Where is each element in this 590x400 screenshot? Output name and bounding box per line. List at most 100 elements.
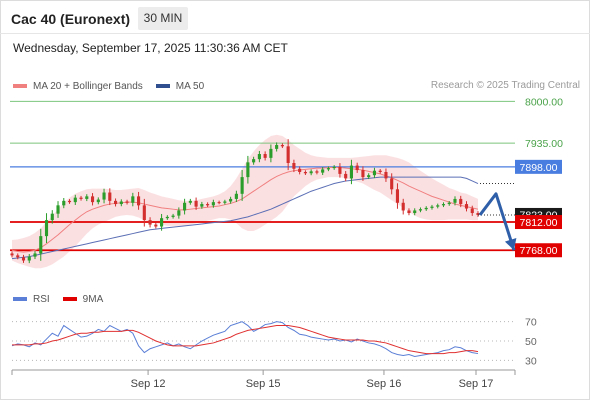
candle-body xyxy=(338,166,342,174)
x-tick-label: Sep 16 xyxy=(367,378,402,390)
candle-body xyxy=(246,162,250,178)
candle-body xyxy=(79,197,83,199)
candle-body xyxy=(355,165,359,171)
candle-body xyxy=(430,206,434,208)
candle-body xyxy=(413,210,417,214)
candle-body xyxy=(424,207,428,210)
candle-body xyxy=(165,216,169,219)
candle-body xyxy=(476,213,480,215)
candle-body xyxy=(315,171,319,173)
datetime-label: Wednesday, September 17, 2025 11:30:36 A… xyxy=(13,41,288,55)
candle-body xyxy=(27,256,31,261)
candle-body xyxy=(183,202,187,211)
candle-body xyxy=(395,189,400,203)
forecast-arrow-path xyxy=(478,192,516,251)
candle-body xyxy=(447,202,451,205)
rsi-tick-label: 50 xyxy=(525,336,537,348)
candle-body xyxy=(44,220,49,237)
candle-body xyxy=(361,170,365,178)
research-credit: Research © 2025 Trading Central xyxy=(430,80,580,91)
x-tick-label: Sep 12 xyxy=(131,378,166,390)
candle-body xyxy=(177,210,181,216)
x-tick-label: Sep 15 xyxy=(246,378,281,390)
level-label: 7812.00 xyxy=(520,217,558,229)
candle-body xyxy=(303,171,307,174)
rsi-tick-label: 30 xyxy=(525,355,537,367)
candle-body xyxy=(119,201,123,205)
candle-body xyxy=(142,205,146,221)
ma50-line xyxy=(11,176,479,260)
price-legend: MA 20 + Bollinger Bands MA 50 xyxy=(13,80,204,92)
bollinger-band xyxy=(12,134,478,269)
candle-body xyxy=(223,201,227,203)
candle-body xyxy=(286,146,290,163)
ma20-swatch xyxy=(13,84,27,88)
level-label: 7768.00 xyxy=(520,245,558,257)
candle-body xyxy=(240,177,244,194)
candle-body xyxy=(188,200,192,203)
candle-body xyxy=(321,169,325,173)
candle-body xyxy=(349,165,353,179)
candle-body xyxy=(200,204,204,207)
rsi-tick-label: 70 xyxy=(525,317,537,329)
header-divider xyxy=(0,33,590,34)
candle-body xyxy=(10,253,14,256)
level-label: 8000.00 xyxy=(525,96,563,108)
candle-body xyxy=(263,154,267,158)
candle-body xyxy=(50,213,54,221)
candle-body xyxy=(217,202,221,204)
level-tag xyxy=(515,159,562,174)
candle-body xyxy=(441,204,446,206)
x-tick-label: Sep 17 xyxy=(459,378,494,390)
candle-body xyxy=(160,218,164,227)
candle-body xyxy=(148,220,152,225)
candle-body xyxy=(292,163,296,169)
candle-body xyxy=(39,236,43,254)
instrument-title: Cac 40 (Euronext) xyxy=(11,11,131,27)
candle-body xyxy=(280,145,284,147)
level-label: 7898.00 xyxy=(520,162,558,174)
candle-body xyxy=(269,148,273,158)
candle-body xyxy=(102,192,106,200)
candle-body xyxy=(436,205,440,207)
candle-body xyxy=(194,200,198,207)
candle-body xyxy=(372,170,377,176)
rsi-legend: RSI 9MA xyxy=(13,293,103,305)
candle-body xyxy=(298,168,302,172)
candle-body xyxy=(206,204,210,206)
candle-body xyxy=(390,178,394,190)
ma9-legend-label: 9MA xyxy=(82,293,104,305)
candle-body xyxy=(211,202,215,206)
candle-body xyxy=(464,204,469,209)
candle-body xyxy=(367,175,371,178)
candle-body xyxy=(21,257,26,261)
timeframe-badge[interactable]: 30 MIN xyxy=(138,7,188,30)
candle-body xyxy=(407,210,411,214)
candle-body xyxy=(171,215,175,217)
ma20-legend-label: MA 20 + Bollinger Bands xyxy=(33,80,143,92)
candle-body xyxy=(85,196,89,199)
level-tag xyxy=(515,215,562,230)
ma9-swatch xyxy=(62,297,77,301)
candle-body xyxy=(257,154,261,160)
candle-body xyxy=(90,196,95,203)
candle-body xyxy=(275,145,279,149)
candle-body xyxy=(73,197,77,203)
level-label: 7935.00 xyxy=(525,138,563,150)
candle-body xyxy=(453,198,457,203)
candle-body xyxy=(229,198,233,202)
candle-body xyxy=(384,171,388,179)
candle-body xyxy=(326,168,330,170)
candle-body xyxy=(16,255,20,258)
candle-body xyxy=(344,173,348,179)
candle-body xyxy=(332,166,336,169)
candle-body xyxy=(378,170,382,172)
candle-body xyxy=(62,200,66,206)
candle-body xyxy=(137,196,141,206)
candle-body xyxy=(113,200,118,205)
forecast-arrowhead xyxy=(504,237,517,251)
ma50-swatch xyxy=(155,84,170,88)
candle-body xyxy=(33,253,37,257)
